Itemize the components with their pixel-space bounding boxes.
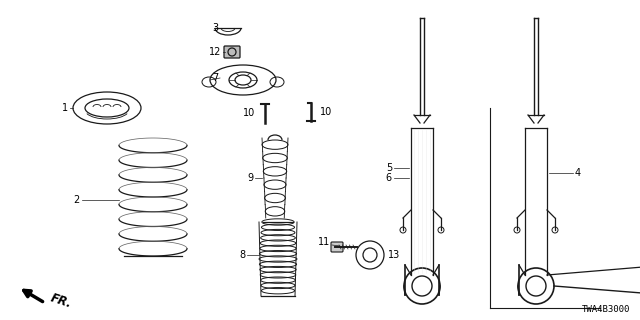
Text: 8: 8 (239, 250, 245, 260)
Text: 3: 3 (212, 23, 218, 33)
Text: 10: 10 (320, 107, 332, 117)
Text: 5: 5 (386, 163, 392, 173)
Text: 12: 12 (209, 47, 221, 57)
Text: 1: 1 (62, 103, 68, 113)
Text: 4: 4 (575, 168, 581, 178)
Text: 7: 7 (212, 73, 218, 83)
Text: 13: 13 (388, 250, 400, 260)
FancyBboxPatch shape (224, 46, 240, 58)
Text: 11: 11 (317, 237, 330, 247)
Text: 10: 10 (243, 108, 255, 118)
Text: 9: 9 (247, 173, 253, 183)
FancyBboxPatch shape (331, 242, 343, 252)
Text: FR.: FR. (49, 292, 74, 310)
Text: 2: 2 (74, 195, 80, 205)
Text: TWA4B3000: TWA4B3000 (582, 305, 630, 314)
Text: 6: 6 (386, 173, 392, 183)
